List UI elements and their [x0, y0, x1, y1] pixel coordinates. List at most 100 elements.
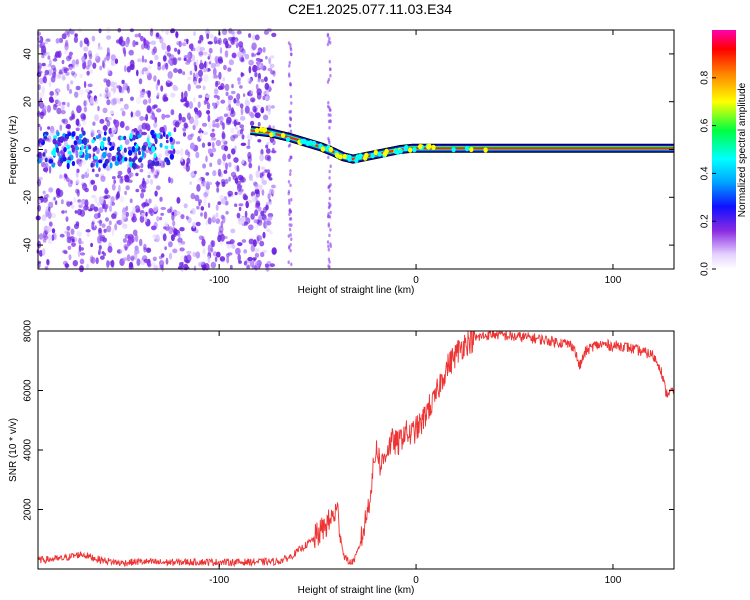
band-speck	[134, 147, 138, 153]
streak-speck	[327, 212, 330, 216]
noise-speck	[59, 174, 63, 179]
ridge-blob	[483, 147, 488, 153]
noise-speck	[162, 94, 167, 102]
noise-speck	[253, 219, 258, 224]
band-speck	[114, 161, 120, 166]
noise-speck	[163, 226, 167, 230]
noise-speck	[205, 172, 210, 176]
noise-speck	[95, 257, 99, 265]
noise-speck	[50, 212, 57, 219]
noise-speck	[207, 255, 211, 263]
noise-speck	[259, 153, 264, 162]
noise-speck	[254, 209, 259, 217]
band-speck	[169, 136, 173, 143]
noise-speck	[255, 170, 261, 179]
noise-speck	[135, 110, 141, 117]
noise-speck	[170, 28, 176, 34]
noise-speck	[107, 117, 112, 121]
noise-speck	[139, 168, 144, 173]
streak-speck	[289, 43, 292, 47]
band-speck	[141, 144, 147, 151]
noise-speck	[48, 96, 54, 103]
noise-speck	[243, 221, 248, 226]
noise-speck	[61, 59, 65, 65]
noise-speck	[64, 39, 69, 48]
noise-speck	[39, 126, 42, 131]
streak-speck	[329, 67, 332, 71]
streak-speck	[289, 248, 292, 253]
noise-speck	[159, 126, 165, 133]
noise-speck	[186, 112, 191, 120]
band-speck	[151, 134, 156, 139]
band-speck	[104, 146, 108, 151]
noise-speck	[254, 183, 259, 190]
noise-speck	[268, 177, 273, 181]
noise-speck	[125, 211, 129, 218]
noise-speck	[260, 251, 265, 258]
band-speck	[97, 159, 103, 164]
band-speck	[133, 156, 138, 160]
noise-speck	[248, 224, 254, 231]
noise-speck	[210, 240, 214, 248]
noise-speck	[196, 184, 201, 192]
band-speck	[65, 135, 70, 140]
noise-speck	[233, 119, 237, 127]
noise-speck	[266, 220, 272, 226]
band-speck	[169, 153, 175, 160]
noise-speck	[247, 155, 252, 163]
noise-speck	[110, 54, 116, 61]
noise-speck	[53, 196, 56, 201]
noise-speck	[106, 152, 112, 158]
noise-speck	[261, 189, 265, 196]
noise-speck	[266, 141, 270, 146]
noise-speck	[189, 172, 195, 177]
noise-speck	[208, 47, 213, 54]
noise-speck	[207, 41, 213, 45]
noise-speck	[257, 165, 261, 172]
noise-speck	[92, 62, 97, 69]
noise-speck	[247, 256, 253, 262]
band-speck	[162, 131, 166, 138]
noise-speck	[199, 46, 206, 52]
noise-speck	[219, 256, 226, 262]
band-speck	[131, 146, 136, 153]
noise-speck	[181, 116, 186, 123]
noise-speck	[221, 144, 227, 151]
noise-speck	[131, 217, 135, 221]
noise-speck	[88, 53, 93, 60]
noise-speck	[95, 55, 101, 63]
noise-speck	[268, 57, 272, 65]
band-speck	[107, 136, 111, 143]
noise-speck	[54, 99, 60, 104]
band-speck	[94, 145, 98, 151]
noise-speck	[193, 31, 196, 36]
noise-speck	[235, 100, 241, 107]
noise-speck	[94, 114, 99, 122]
noise-speck	[238, 190, 243, 195]
noise-speck	[83, 145, 87, 150]
noise-speck	[272, 249, 276, 255]
noise-speck	[114, 223, 118, 231]
band-speck	[93, 155, 98, 160]
streak-speck	[327, 77, 331, 82]
noise-speck	[226, 44, 232, 49]
noise-speck	[86, 70, 90, 76]
noise-speck	[121, 79, 125, 85]
noise-speck	[186, 250, 192, 255]
noise-speck	[230, 171, 237, 177]
noise-speck	[183, 103, 188, 107]
streak-speck	[288, 227, 292, 232]
streak-speck	[288, 110, 291, 114]
noise-speck	[57, 189, 64, 197]
noise-speck	[92, 121, 96, 126]
noise-speck	[194, 194, 200, 202]
streak-speck	[327, 247, 330, 252]
band-speck	[153, 153, 157, 159]
noise-speck	[39, 111, 44, 120]
noise-speck	[123, 244, 129, 249]
noise-speck	[164, 149, 170, 157]
noise-speck	[63, 173, 68, 178]
streak-speck	[290, 197, 293, 202]
noise-speck	[264, 263, 269, 268]
noise-speck	[117, 174, 122, 179]
